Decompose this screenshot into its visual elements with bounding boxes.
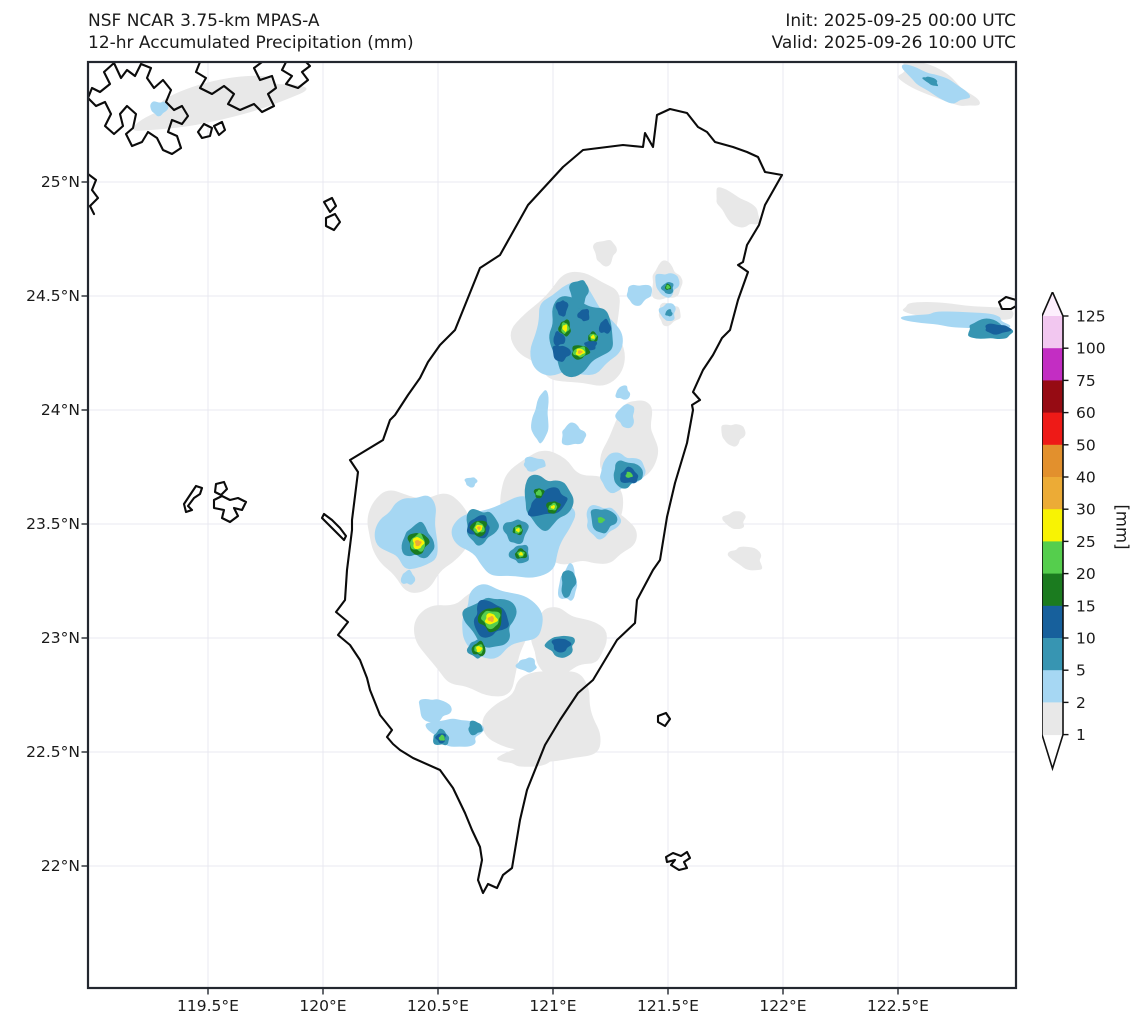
colorbar-unit-label: [mm] [1112,504,1132,550]
coastlines [88,62,1016,895]
y-tick-label: 22.5°N [26,743,80,761]
orchid-island [664,850,692,872]
x-tick-label: 122°E [759,997,807,1015]
y-tick-label: 22°N [40,857,80,875]
colorbar-ticks [1063,315,1069,736]
colorbar-band-60-75mm [1042,380,1063,414]
yonaguni-island-clipped [997,295,1016,311]
plot-title: NSF NCAR 3.75-km MPAS-A 12-hr Accumulated… [88,10,414,54]
colorbar-band-40-50mm [1042,444,1063,478]
colorbar-band-30-40mm [1042,477,1063,510]
colorbar-svg: 125 100 75 60 50 40 30 25 20 15 10 5 2 1 [1041,290,1106,772]
colorbar-band-75-100mm [1042,348,1063,381]
x-tick-label: 119.5°E [177,997,239,1015]
penghu-island-b [213,480,229,497]
colorbar-tick-label: 20 [1076,565,1096,583]
run-info: Init: 2025-09-25 00:00 UTC Valid: 2025-09… [772,10,1016,54]
x-tick-label: 120°E [299,997,347,1015]
mainland-island-b [212,120,227,137]
penghu-island-a [182,484,204,514]
precip-layer-1-2mm [132,62,1014,767]
y-tick-label: 23°N [40,629,80,647]
y-tick-label: 24°N [40,401,80,419]
precip-layer-5-10mm [401,76,1014,746]
colorbar-tick-label: 60 [1076,404,1096,422]
valid-time: Valid: 2025-09-26 10:00 UTC [771,33,1016,53]
mainland-island-d [324,212,342,232]
x-tick-label: 121.5°E [637,997,699,1015]
precip-layer-30-40mm [414,350,583,623]
colorbar-tick-label: 1 [1076,726,1086,744]
colorbar-tick-label: 2 [1076,694,1086,712]
colorbar-tick-label: 125 [1076,308,1106,326]
mainland-island-c [322,196,338,214]
penghu-island-c [212,494,248,524]
colorbar-tick-label: 15 [1076,597,1096,615]
x-tick-label: 121°E [529,997,577,1015]
mainland-edge-piece [88,172,100,216]
colorbar-tick-label: 25 [1076,533,1096,551]
colorbar-band-20-25mm [1042,541,1063,575]
mainland-china-coast-c [280,62,312,90]
axes-border [86,60,1018,990]
x-tick-label: 120.5°E [407,997,469,1015]
taiwan-main-island [334,107,784,895]
colorbar-tick-label: 75 [1076,372,1096,390]
x-tick-label: 122.5°E [867,997,929,1015]
colorbar-tick-label: 100 [1076,340,1106,358]
mainland-china-coast-a [88,62,190,156]
colorbar-band-1-2mm [1042,702,1063,736]
colorbar-tick-labels: 125 100 75 60 50 40 30 25 20 15 10 5 2 1 [1076,308,1106,745]
y-tick-label: 23.5°N [26,515,80,533]
colorbar-band-15-20mm [1042,573,1063,607]
title-line-1: NSF NCAR 3.75-km MPAS-A [88,11,320,31]
colorbar-band-2-5mm [1042,670,1063,703]
precip-colorbar: 125 100 75 60 50 40 30 25 20 15 10 5 2 1 [1041,290,1142,784]
tick-marks [81,181,899,995]
colorbar-tick-label: 50 [1076,436,1096,454]
colorbar-band-5-10mm [1042,638,1063,671]
map-svg [81,60,1018,995]
offshore-sandbar [320,512,348,542]
colorbar-tick-label: 5 [1076,662,1086,680]
init-time: Init: 2025-09-25 00:00 UTC [785,11,1016,31]
map-plot-area [81,60,1018,995]
colorbar-tick-label: 40 [1076,469,1096,487]
colorbar-band-25-30mm [1042,509,1063,542]
colorbar-band-50-60mm [1042,412,1063,446]
colorbar-tick-label: 10 [1076,630,1096,648]
colorbar-tick-label: 30 [1076,501,1096,519]
colorbar-band-100-125mm [1042,316,1063,349]
colorbar-band-10-15mm [1042,605,1063,639]
green-island [656,711,672,728]
y-tick-label: 25°N [40,173,80,191]
title-line-2: 12-hr Accumulated Precipitation (mm) [88,33,414,53]
y-tick-label: 24.5°N [26,287,80,305]
mainland-island-a [196,122,214,140]
mainland-china-coast-b [194,62,278,114]
